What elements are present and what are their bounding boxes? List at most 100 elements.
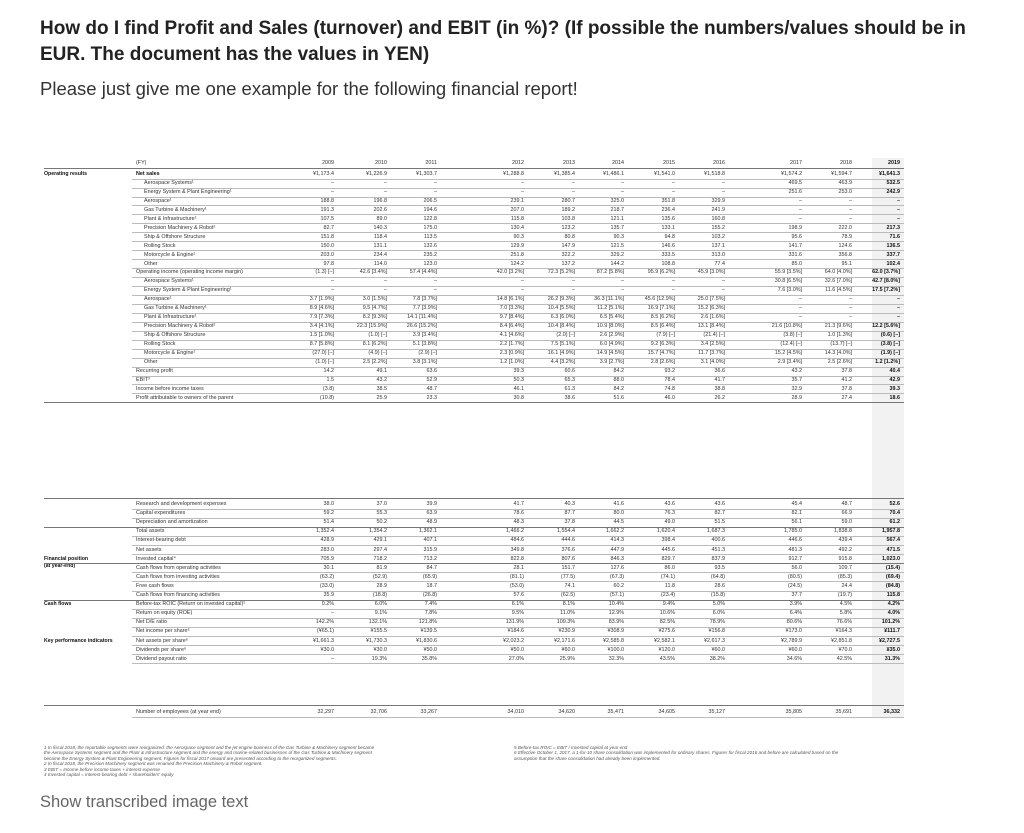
report-footnotes: 1 In fiscal 2018, the reportable segment… [44, 745, 986, 781]
row-value: 3.1 [4.0%] [700, 358, 725, 365]
year-header-2009: 2009 [322, 160, 334, 166]
row-value: 1,554.4 [557, 528, 575, 535]
row-divider [132, 535, 904, 537]
row-value: 84.2 [613, 367, 625, 374]
row-value: (13.7) [–] [830, 341, 852, 348]
row-value: 463.9 [838, 179, 853, 186]
row-divider [132, 268, 904, 270]
row-value: 333.5 [661, 251, 676, 258]
row-value: 198.9 [788, 224, 803, 231]
row-value: 8.4 [6.4%] [499, 323, 524, 330]
row-value: 60.2 [613, 582, 625, 589]
row-label: Ship & Offshore Structure [144, 233, 206, 240]
row-divider [132, 312, 904, 314]
row-value: 48.7 [426, 385, 438, 392]
row-value: 102.4 [886, 260, 901, 267]
row-value: (3.8) [–] [880, 341, 900, 348]
row-value: (26.8) [422, 592, 437, 598]
row-value: (1.0) [–] [368, 332, 387, 339]
row-value: 251.8 [510, 251, 525, 258]
row-value: – [799, 206, 802, 213]
row-value: 705.9 [320, 555, 335, 562]
row-value: 6.1% [511, 601, 524, 608]
row-value: 1,785.0 [784, 528, 802, 535]
row-value: ¥1,303.7 [416, 171, 437, 177]
row-value: ¥1,594.7 [831, 171, 852, 177]
row-label: Rolling Stock [144, 242, 176, 249]
row-value: 15.2 [6.3%] [697, 305, 725, 312]
row-value: 46.1 [513, 385, 525, 392]
row-value: 62.0 [3.7%] [872, 269, 900, 276]
row-value: 135.7 [610, 224, 625, 231]
footnote: 4 Invested capital = Interest-bearing de… [44, 772, 174, 777]
row-divider [132, 330, 904, 332]
row-value: 15.7 [4.7%] [647, 350, 675, 356]
row-value: (¥65.1) [316, 628, 334, 635]
row-value: 21.3 [9.6%] [824, 323, 852, 330]
row-value: 32,706 [370, 709, 388, 715]
row-value: 160.8 [711, 215, 726, 222]
row-value: 49.0 [664, 519, 676, 526]
row-value: 39.3 [889, 385, 901, 392]
row-value: 35,805 [785, 709, 803, 715]
highlight-column-2019 [872, 158, 904, 718]
row-value: ¥1,730.3 [366, 637, 387, 644]
row-value: 6.0% [374, 601, 387, 608]
row-value: (19.7) [837, 592, 852, 598]
footnote: 2 In fiscal 2018, the Precision Machiner… [44, 761, 263, 767]
row-value: 3.4 [2.5%] [700, 341, 725, 348]
row-value: 63.6 [426, 367, 438, 374]
row-value: 121.8% [418, 619, 437, 626]
row-value: (2.0) [–] [556, 332, 575, 339]
row-value: 41.2 [841, 376, 853, 383]
row-value: ¥275.6 [658, 628, 676, 635]
row-value: 1.0 [1.3%] [827, 332, 852, 339]
row-value: ¥2,617.3 [704, 637, 725, 644]
row-label: Aerospace¹ [144, 197, 172, 204]
row-divider [132, 286, 904, 287]
row-value: 51.6 [613, 394, 625, 401]
row-value: 38.8 [714, 385, 726, 392]
show-transcribed-text-link[interactable]: Show transcribed image text [40, 793, 249, 811]
row-value: 80.8 [564, 233, 576, 240]
row-value: 88.0 [613, 376, 625, 383]
row-value: 78.9% [709, 619, 725, 626]
row-value: ¥173.0 [785, 628, 803, 635]
row-value: 8.1 [6.2%] [362, 341, 387, 348]
row-value: 3.7 [1.9%] [309, 296, 334, 303]
year-header-2014: 2014 [612, 160, 624, 166]
row-value: 567.4 [886, 537, 901, 544]
row-divider [132, 232, 904, 234]
row-value: 93.2 [664, 367, 676, 374]
row-value: 915.8 [838, 555, 853, 562]
row-value: 280.7 [561, 197, 576, 204]
row-value: 131.9% [505, 619, 524, 626]
row-value: 37.0 [376, 501, 388, 507]
block-rule [44, 526, 904, 528]
row-value: 26.6 [15.2%] [406, 323, 437, 330]
row-value: – [849, 305, 852, 312]
row-value: 207.0 [510, 206, 525, 213]
row-value: 45.9 [3.0%] [697, 269, 725, 276]
row-value: 59.2 [323, 510, 335, 517]
section-label: Financial position (at year-end) [44, 555, 89, 569]
row-value: – [722, 188, 725, 195]
row-value: ¥2,851.8 [831, 637, 852, 644]
row-value: 131.1 [373, 242, 388, 249]
row-value: 10.4 [5.5%] [547, 305, 575, 312]
row-value: 42.7 [8.0%] [872, 278, 900, 285]
row-value: 337.7 [886, 251, 901, 258]
row-label: Net income per share⁶ [136, 628, 190, 635]
footnote: 5 Before-tax ROIC = EBIT / Invested capi… [514, 745, 628, 750]
row-divider [132, 214, 904, 216]
row-value: 12.2 [5.6%] [872, 323, 900, 330]
row-value: 439.4 [838, 537, 853, 544]
row-value: 1,687.3 [707, 528, 725, 535]
row-value: 130.4 [510, 224, 525, 231]
row-value: 51.5 [714, 519, 726, 526]
row-value: 7.6 [3.0%] [777, 287, 802, 294]
row-value: 83.9% [608, 619, 624, 626]
row-value: 9.5% [511, 610, 524, 617]
row-value: 14.8 [6.1%] [496, 296, 524, 303]
